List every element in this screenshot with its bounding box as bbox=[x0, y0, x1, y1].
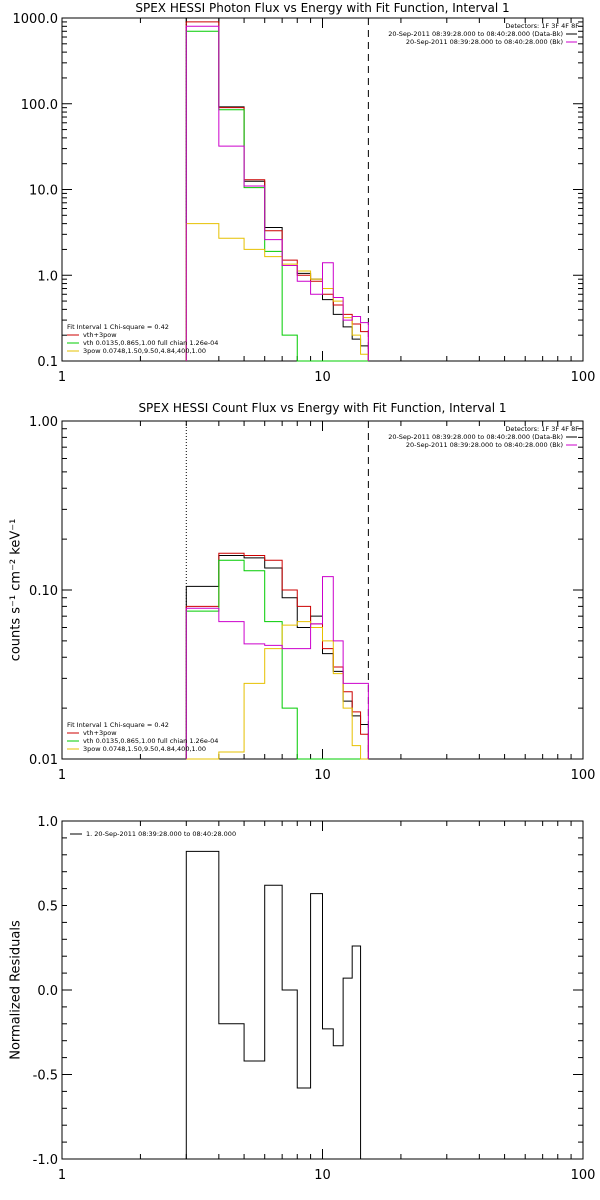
y-tick-label: 0.1 bbox=[37, 355, 58, 370]
legend-entry: vth 0.0135,0.865,1.00 full chian 1.26e-0… bbox=[83, 737, 218, 745]
x-tick-label: 1 bbox=[58, 370, 66, 385]
legend-entry: Fit Interval 1 Chi-square = 0.42 bbox=[67, 323, 169, 331]
x-tick-label: 100 bbox=[571, 1168, 596, 1183]
x-tick-label: 10 bbox=[314, 768, 331, 783]
y-tick-label: -0.5 bbox=[33, 1069, 58, 1084]
legend-entry: 20-Sep-2011 08:39:28.000 to 08:40:28.000… bbox=[388, 433, 563, 441]
legend-entry: Detectors: 1F 3F 4F 8F bbox=[505, 22, 579, 30]
series-bk bbox=[185, 576, 369, 759]
legend-entry: vth+3pow bbox=[83, 729, 117, 737]
y-tick-label: 1.0 bbox=[37, 269, 58, 284]
y-tick-label: 0.01 bbox=[29, 753, 58, 768]
y-tick-label: 10.0 bbox=[29, 184, 58, 199]
series-vth-3pow bbox=[185, 21, 369, 361]
legend-entry: 3pow 0.0748,1.50,9.50,4.84,400,1.00 bbox=[83, 347, 206, 355]
y-tick-label: 100.0 bbox=[21, 98, 58, 113]
series-bk bbox=[185, 25, 369, 361]
plot-frame bbox=[61, 17, 584, 362]
series-3pow bbox=[185, 223, 369, 361]
legend-entry: vth 0.0135,0.865,1.00 full chian 1.26e-0… bbox=[83, 339, 218, 347]
legend-entry: 1. 20-Sep-2011 08:39:28.000 to 08:40:28.… bbox=[86, 830, 236, 838]
series-residuals bbox=[185, 850, 369, 1160]
y-tick-label: 0.5 bbox=[37, 900, 58, 915]
y-tick-label: 1000.0 bbox=[13, 12, 59, 27]
legend-entry: 3pow 0.0748,1.50,9.50,4.84,400,1.00 bbox=[83, 745, 206, 753]
series-vth bbox=[185, 559, 369, 760]
x-tick-label: 100 bbox=[571, 768, 596, 783]
y-tick-label: 0.0 bbox=[37, 984, 58, 999]
chart-title: SPEX HESSI Photon Flux vs Energy with Fi… bbox=[135, 1, 509, 15]
series-vth-3pow bbox=[185, 552, 369, 759]
legend-entry: Detectors: 1F 3F 4F 8F bbox=[505, 425, 579, 433]
series-vth bbox=[185, 30, 369, 362]
y-tick-label: 1.00 bbox=[29, 415, 58, 430]
y-axis-label: Normalized Residuals bbox=[8, 920, 23, 1060]
x-tick-label: 10 bbox=[314, 1168, 331, 1183]
y-tick-label: -1.0 bbox=[33, 1153, 58, 1168]
chart-title: SPEX HESSI Count Flux vs Energy with Fit… bbox=[138, 401, 506, 415]
legend-entry: 20-Sep-2011 08:39:28.000 to 08:40:28.000… bbox=[406, 38, 563, 46]
series-data-bk bbox=[185, 17, 369, 361]
y-tick-label: 1.0 bbox=[37, 815, 58, 830]
x-tick-label: 100 bbox=[571, 370, 596, 385]
series-data-bk bbox=[185, 555, 369, 759]
legend-entry: vth+3pow bbox=[83, 331, 117, 339]
x-tick-label: 1 bbox=[58, 768, 66, 783]
x-tick-label: 1 bbox=[58, 1168, 66, 1183]
x-tick-label: 10 bbox=[314, 370, 331, 385]
y-axis-label: counts s⁻¹ cm⁻² keV⁻¹ bbox=[8, 519, 23, 662]
legend-entry: 20-Sep-2011 08:39:28.000 to 08:40:28.000… bbox=[406, 441, 563, 449]
legend-entry: 20-Sep-2011 08:39:28.000 to 08:40:28.000… bbox=[388, 30, 563, 38]
y-tick-label: 0.10 bbox=[29, 584, 58, 599]
legend-entry: Fit Interval 1 Chi-square = 0.42 bbox=[67, 721, 169, 729]
